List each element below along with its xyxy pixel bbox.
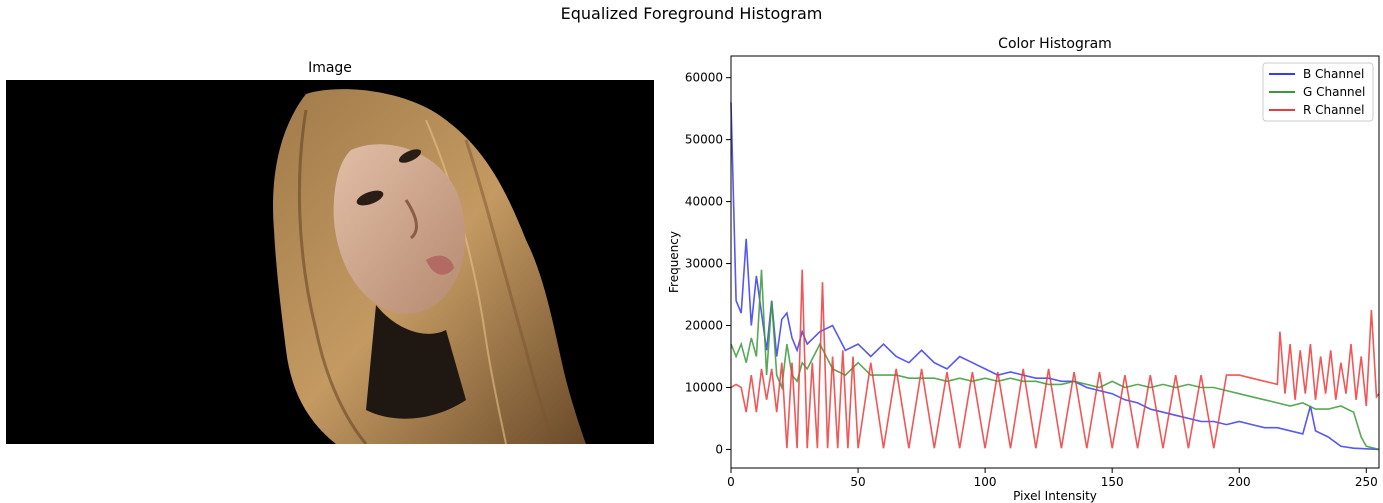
y-tick-label: 40000 [685, 195, 723, 209]
portrait-photo [273, 89, 586, 444]
image-title: Image [308, 60, 352, 76]
x-tick-label: 150 [1101, 475, 1124, 489]
plot-area: 0 50 100 150 200 250 0 10000 20000 30000 40000 5000… [667, 55, 1380, 503]
x-tick-label: 100 [974, 475, 997, 489]
y-tick-label: 30000 [685, 257, 723, 271]
legend-box [1262, 62, 1374, 122]
x-axis-label: Pixel Intensity [1013, 489, 1097, 503]
plot-frame [730, 55, 1380, 469]
x-tick-label: 50 [850, 475, 865, 489]
portrait-image [6, 80, 654, 444]
y-tick-label: 20000 [685, 319, 723, 333]
legend-label: R Channel [1303, 103, 1364, 117]
series-line-r-channel [730, 269, 1380, 449]
x-tick-label: 250 [1355, 475, 1378, 489]
figure-suptitle: Equalized Foreground Histogram [560, 4, 823, 23]
y-tick-label: 10000 [685, 380, 723, 394]
x-tick-label: 0 [727, 475, 735, 489]
legend-label: B Channel [1303, 67, 1364, 81]
y-tick-label: 60000 [685, 71, 723, 85]
y-tick-label: 0 [715, 442, 723, 456]
histogram-title: Color Histogram [998, 36, 1112, 52]
y-axis-label: Frequency [667, 231, 681, 293]
x-tick-label: 200 [1228, 475, 1251, 489]
legend-label: G Channel [1303, 85, 1365, 99]
series-line-b-channel [730, 102, 1380, 451]
y-tick-label: 50000 [685, 133, 723, 147]
